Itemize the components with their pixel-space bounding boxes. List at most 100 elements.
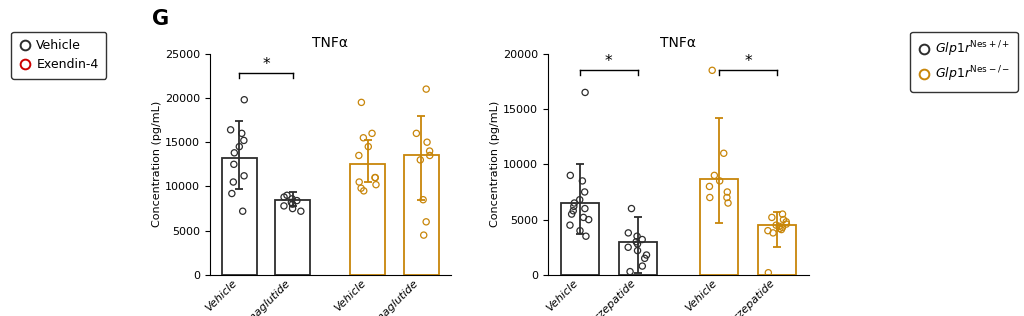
Point [774,212,791,217]
Point [275,195,292,200]
Point [225,162,242,167]
Point [774,225,791,230]
Point [707,173,723,178]
Bar [275,200,310,275]
Point [778,222,795,227]
Point [422,153,438,158]
Point [768,222,784,228]
Point [772,226,788,231]
Legend: $\mathit{Glp1r}^{\mathrm{Nes+/+}}$, $\mathit{Glp1r}^{\mathrm{Nes-/-}}$: $\mathit{Glp1r}^{\mathrm{Nes+/+}}$, $\ma… [910,32,1018,92]
Point [574,178,591,183]
Point [578,234,594,239]
Point [293,209,309,214]
Bar [758,225,796,275]
Point [634,264,650,269]
Point [581,217,597,222]
Point [778,219,795,224]
Point [712,178,728,183]
Point [367,175,383,180]
Point [716,151,732,156]
Point [279,193,295,198]
Point [571,228,588,233]
Point [771,224,787,229]
Point [418,87,434,92]
Point [629,234,645,239]
Point [275,204,292,209]
Text: *: * [262,57,270,72]
Point [353,186,370,191]
Point [285,206,301,211]
Point [764,215,780,220]
Point [575,215,592,220]
Bar [222,158,257,275]
Point [418,219,434,224]
Legend: Vehicle, Exendin-4: Vehicle, Exendin-4 [11,32,106,79]
Point [719,195,735,200]
Point [350,153,367,158]
Point [355,188,372,193]
Point [620,245,636,250]
Point [225,179,242,185]
Point [565,204,582,209]
Point [622,269,638,274]
Point [222,127,239,132]
Point [284,196,300,201]
Point [719,189,735,194]
Point [368,182,384,187]
Point [571,197,588,202]
Point [628,239,644,244]
Point [422,149,438,154]
Point [231,144,248,149]
Title: TNFα: TNFα [660,36,696,50]
Point [364,131,380,136]
Text: G: G [152,9,169,29]
Point [351,179,368,185]
Point [760,270,776,275]
Point [621,230,637,235]
Point [236,173,252,178]
Text: *: * [605,54,612,69]
Point [412,157,428,162]
Title: TNFα: TNFα [312,36,348,50]
Point [360,144,377,149]
Point [562,222,579,228]
Point [289,198,305,203]
Point [773,227,790,232]
Point [630,241,646,246]
Point [624,206,640,211]
Point [237,97,253,102]
Point [419,140,435,145]
Point [562,173,579,178]
Point [701,184,718,189]
Point [637,256,653,261]
Bar [561,203,599,275]
Point [415,197,431,202]
Point [775,217,792,222]
Bar [700,179,738,275]
Point [223,191,240,196]
Point [234,209,251,214]
Y-axis label: Concentration (pg/mL): Concentration (pg/mL) [153,101,162,228]
Point [563,212,580,217]
Point [577,189,593,194]
Point [720,201,736,206]
Point [634,237,650,242]
Point [577,90,593,95]
Point [638,252,654,258]
Point [760,228,776,233]
Point [566,201,583,206]
Point [355,135,372,140]
Point [765,230,781,235]
Point [236,138,252,143]
Point [577,206,593,211]
Text: *: * [744,54,752,69]
Point [630,248,646,253]
Y-axis label: Concentration (pg/mL): Concentration (pg/mL) [490,101,500,228]
Point [285,202,301,207]
Point [701,195,718,200]
Point [705,68,721,73]
Point [226,150,243,155]
Bar [403,155,438,275]
Point [416,233,432,238]
Bar [350,164,385,275]
